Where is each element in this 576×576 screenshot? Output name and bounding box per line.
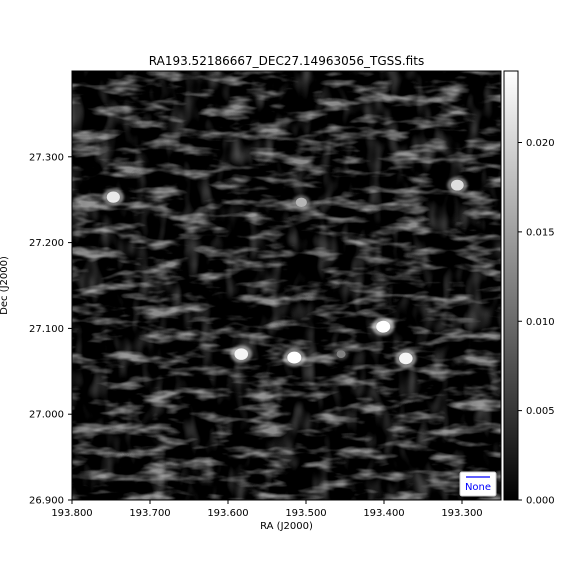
y-tick-label: 27.000 <box>29 410 64 421</box>
image-area <box>72 71 501 500</box>
y-tick-label: 26.900 <box>29 496 64 507</box>
x-tick-label: 193.800 <box>51 508 92 519</box>
legend-entry: None <box>465 482 491 493</box>
chart-title: RA193.52186667_DEC27.14963056_TGSS.fits <box>149 54 424 68</box>
colorbar-tick-label: 0.000 <box>526 496 555 507</box>
y-tick-label: 27.300 <box>29 152 64 163</box>
source-point <box>450 179 464 191</box>
y-tick-label: 27.100 <box>29 324 64 335</box>
x-tick-label: 193.500 <box>285 508 326 519</box>
legend-box <box>459 471 497 497</box>
x-axis: 193.800 193.700 193.600 193.500 193.400 193.3… <box>51 500 483 519</box>
source-point <box>295 197 307 207</box>
y-axis: 26.900 27.000 27.100 27.200 27.300 <box>29 152 72 507</box>
x-tick-label: 193.700 <box>129 508 170 519</box>
source-point <box>287 351 302 364</box>
x-tick-label: 193.400 <box>363 508 404 519</box>
source-point <box>234 348 249 360</box>
colorbar-ticks: 0.000 0.005 0.010 0.015 0.020 <box>518 138 555 507</box>
legend: None <box>459 471 497 497</box>
colorbar-gradient <box>503 70 519 501</box>
colorbar-tick-label: 0.010 <box>526 317 555 328</box>
colorbar: 0.000 0.005 0.010 0.015 0.020 <box>503 70 555 507</box>
source-point <box>336 350 346 358</box>
sources-layer <box>102 176 468 368</box>
source-point <box>399 352 413 365</box>
source-point <box>106 191 120 203</box>
colorbar-tick-label: 0.020 <box>526 138 555 149</box>
x-axis-label: RA (J2000) <box>260 521 313 532</box>
x-tick-label: 193.300 <box>441 508 482 519</box>
x-tick-label: 193.600 <box>207 508 248 519</box>
colorbar-tick-label: 0.015 <box>526 227 555 238</box>
y-axis-label: Dec (J2000) <box>0 256 10 315</box>
plot-frame <box>71 70 502 501</box>
source-point <box>376 320 391 333</box>
image-noise-texture-secondary <box>72 71 501 500</box>
y-tick-label: 27.200 <box>29 238 64 249</box>
colorbar-tick-label: 0.005 <box>526 406 555 417</box>
